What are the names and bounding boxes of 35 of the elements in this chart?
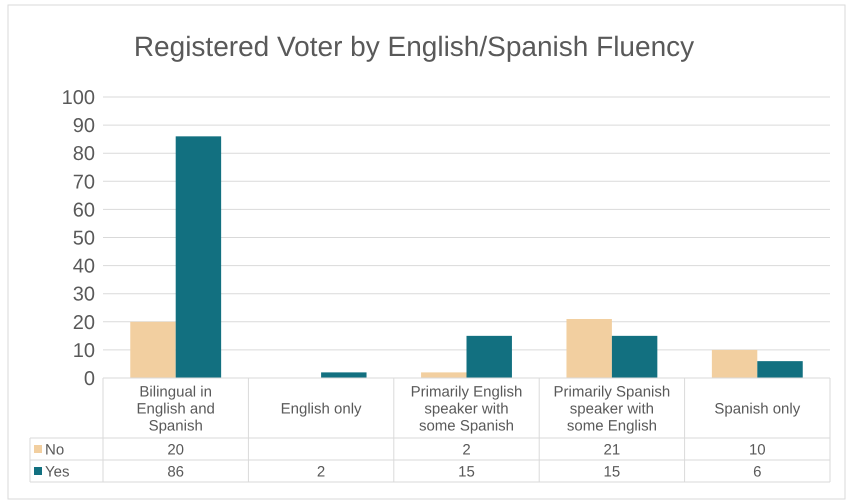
data-label: 15 [458, 463, 475, 480]
y-tick-label: 0 [84, 368, 95, 390]
x-tick-label: Primarily English speaker with some Spanish [410, 383, 522, 434]
bar [130, 322, 176, 378]
bar [712, 350, 758, 378]
data-label: 15 [604, 463, 620, 480]
chart-title: Registered Voter by English/Spanish Fluency [134, 31, 694, 62]
x-tick-label: English only [280, 400, 362, 418]
y-tick-label: 20 [72, 312, 95, 334]
bar [612, 336, 658, 378]
x-tick-label: Bilingual in English and Spanish [136, 383, 215, 434]
bar [176, 136, 222, 378]
data-label: 10 [748, 441, 766, 458]
y-tick-label: 70 [72, 171, 95, 194]
y-tick-label: 10 [72, 340, 95, 362]
data-label: 6 [753, 463, 762, 480]
y-tick-label: 90 [72, 115, 95, 138]
data-label: 2 [462, 441, 471, 458]
y-tick-label: 30 [72, 284, 95, 306]
data-label: 20 [167, 441, 184, 458]
data-label: 21 [604, 441, 620, 458]
legend-label: No [45, 441, 64, 458]
x-tick-label: Spanish only [714, 400, 801, 418]
data-label: 2 [316, 463, 326, 480]
y-tick-label: 50 [72, 228, 95, 250]
y-tick-label: 80 [72, 143, 95, 166]
x-tick-label: Primarily Spanish speaker with some English [554, 383, 670, 434]
bar [466, 336, 512, 378]
data-label: 86 [167, 463, 184, 480]
bar [566, 318, 612, 378]
y-tick-label: 100 [62, 87, 95, 109]
bar [757, 361, 803, 378]
y-tick-label: 60 [72, 199, 95, 222]
y-tick-label: 40 [72, 256, 95, 278]
legend-label: Yes [45, 463, 70, 480]
